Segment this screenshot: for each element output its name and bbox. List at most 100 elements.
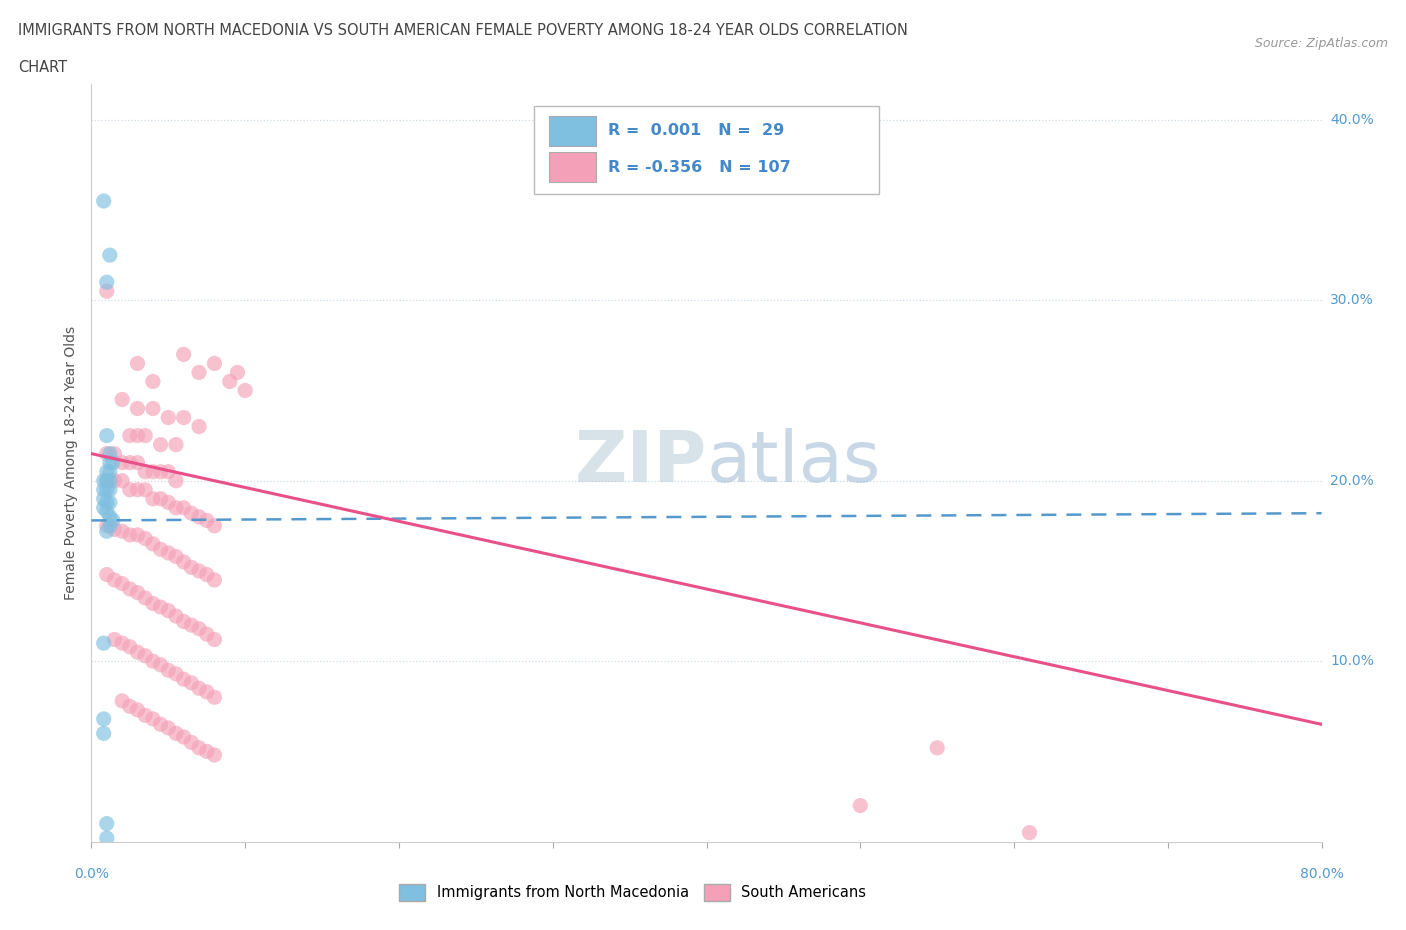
Text: CHART: CHART	[18, 60, 67, 75]
Point	[103, 632, 125, 647]
Point	[165, 473, 187, 488]
Text: Source: ZipAtlas.com: Source: ZipAtlas.com	[1254, 37, 1388, 50]
Point	[111, 694, 134, 709]
Point	[93, 491, 115, 506]
Point	[96, 830, 118, 845]
Point	[111, 524, 134, 538]
Point	[188, 365, 211, 379]
Point	[157, 721, 180, 736]
Point	[202, 356, 225, 371]
Point	[195, 684, 218, 699]
Text: 40.0%: 40.0%	[1330, 113, 1374, 126]
Point	[142, 464, 165, 479]
Point	[173, 671, 195, 686]
Text: IMMIGRANTS FROM NORTH MACEDONIA VS SOUTH AMERICAN FEMALE POVERTY AMONG 18-24 YEA: IMMIGRANTS FROM NORTH MACEDONIA VS SOUTH…	[18, 23, 908, 38]
Point	[96, 524, 118, 538]
Point	[96, 817, 118, 831]
Point	[134, 464, 156, 479]
Point	[218, 374, 240, 389]
Point	[111, 473, 134, 488]
Point	[98, 464, 121, 479]
Point	[202, 748, 225, 763]
Point	[157, 663, 180, 678]
Point	[98, 495, 121, 510]
Text: 80.0%: 80.0%	[1299, 867, 1344, 881]
Point	[173, 614, 195, 629]
Point	[134, 428, 156, 443]
Point	[96, 518, 118, 533]
Point	[93, 483, 115, 498]
Point	[98, 473, 121, 488]
Point	[226, 365, 249, 379]
Point	[127, 585, 149, 600]
Point	[103, 522, 125, 537]
Text: ZIP: ZIP	[574, 428, 706, 498]
Point	[202, 632, 225, 647]
Point	[188, 681, 211, 696]
Point	[98, 518, 121, 533]
Point	[96, 464, 118, 479]
Point	[180, 735, 202, 750]
Point	[96, 504, 118, 519]
Point	[188, 564, 211, 578]
Point	[180, 675, 202, 690]
Point	[118, 581, 141, 596]
Point	[96, 274, 118, 289]
Point	[149, 491, 172, 506]
Point	[93, 500, 115, 515]
Point	[165, 500, 187, 515]
Point	[142, 491, 165, 506]
Point	[96, 473, 118, 488]
Text: 0.0%: 0.0%	[75, 867, 108, 881]
Point	[101, 513, 124, 528]
Point	[233, 383, 256, 398]
Point	[111, 456, 134, 471]
Point	[127, 702, 149, 717]
Point	[173, 410, 195, 425]
Text: R = -0.356   N = 107: R = -0.356 N = 107	[607, 160, 790, 175]
Point	[127, 401, 149, 416]
Point	[134, 531, 156, 546]
Point	[118, 698, 141, 713]
Point	[134, 648, 156, 663]
Point	[202, 573, 225, 588]
Point	[165, 726, 187, 741]
Text: 30.0%: 30.0%	[1330, 293, 1374, 307]
Text: 10.0%: 10.0%	[1330, 654, 1374, 668]
Point	[149, 717, 172, 732]
Point	[118, 483, 141, 498]
Point	[195, 627, 218, 642]
Point	[927, 740, 949, 755]
Point	[173, 347, 195, 362]
Point	[103, 446, 125, 461]
Point	[1018, 825, 1040, 840]
Point	[93, 726, 115, 741]
Point	[188, 740, 211, 755]
Point	[149, 658, 172, 672]
Point	[103, 473, 125, 488]
Point	[149, 437, 172, 452]
Point	[111, 392, 134, 407]
Point	[134, 483, 156, 498]
Point	[93, 193, 115, 208]
Point	[98, 446, 121, 461]
Point	[96, 483, 118, 498]
Point	[127, 456, 149, 471]
Point	[118, 639, 141, 654]
Point	[157, 604, 180, 618]
Point	[165, 549, 187, 564]
Point	[96, 495, 118, 510]
Point	[157, 464, 180, 479]
Point	[101, 456, 124, 471]
Point	[96, 428, 118, 443]
Point	[93, 636, 115, 651]
Point	[134, 708, 156, 723]
Point	[195, 513, 218, 528]
Point	[127, 644, 149, 659]
Point	[165, 608, 187, 623]
Point	[98, 456, 121, 471]
Point	[202, 518, 225, 533]
Point	[180, 618, 202, 632]
Point	[118, 456, 141, 471]
Point	[93, 711, 115, 726]
